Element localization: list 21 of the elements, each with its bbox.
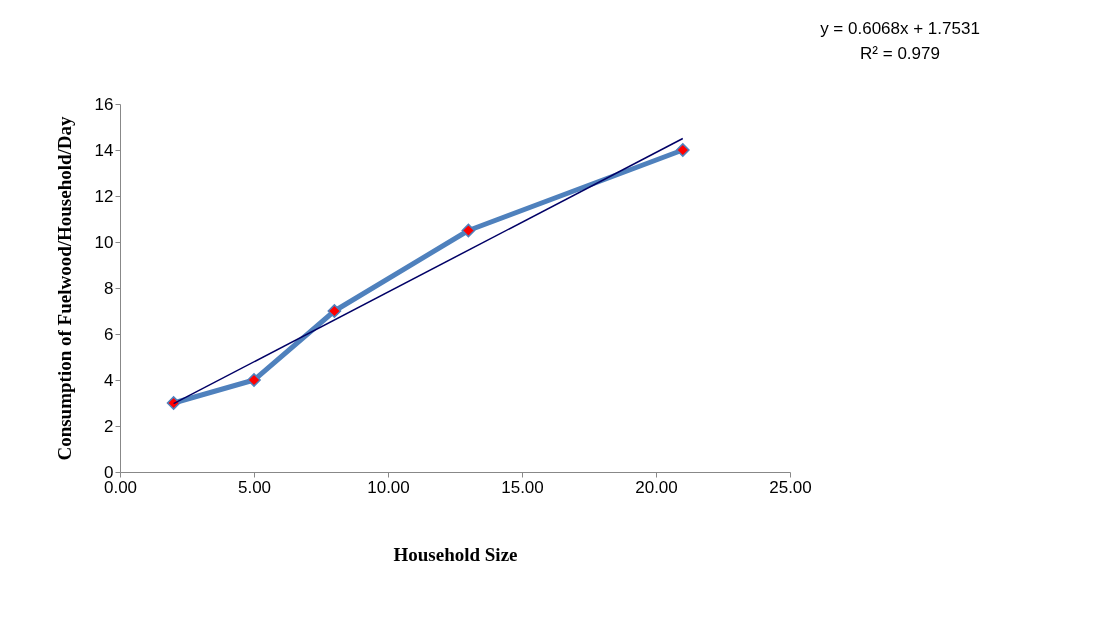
y-tick-label: 16: [94, 94, 114, 114]
y-tick-label: 2: [104, 416, 114, 436]
point: [247, 373, 261, 387]
point: [675, 143, 690, 157]
y-tick-label: 4: [104, 370, 114, 390]
point: [327, 304, 342, 318]
y-axis-title: Consumption of Fuelwood/Household/Day: [53, 115, 75, 461]
point: [461, 223, 476, 238]
y-tick-label: 8: [104, 278, 114, 298]
y-tick-label: 10: [94, 232, 114, 252]
text: y = 0.6068x + 1.7531: [820, 19, 980, 38]
x-tick-label: 5.00: [237, 477, 272, 497]
y-tick-label: 12: [94, 186, 114, 206]
x-tick-label: 25.00: [769, 477, 812, 497]
y-tick-label: 14: [94, 140, 114, 160]
x-tick-label: 15.00: [501, 477, 544, 497]
y-tick-label: 6: [104, 324, 114, 344]
text: R² = 0.979: [860, 44, 940, 63]
x-axis-title: Household Size: [393, 543, 518, 565]
x-tick-label: 10.00: [367, 477, 410, 497]
x-tick-label: 20.00: [635, 477, 678, 497]
